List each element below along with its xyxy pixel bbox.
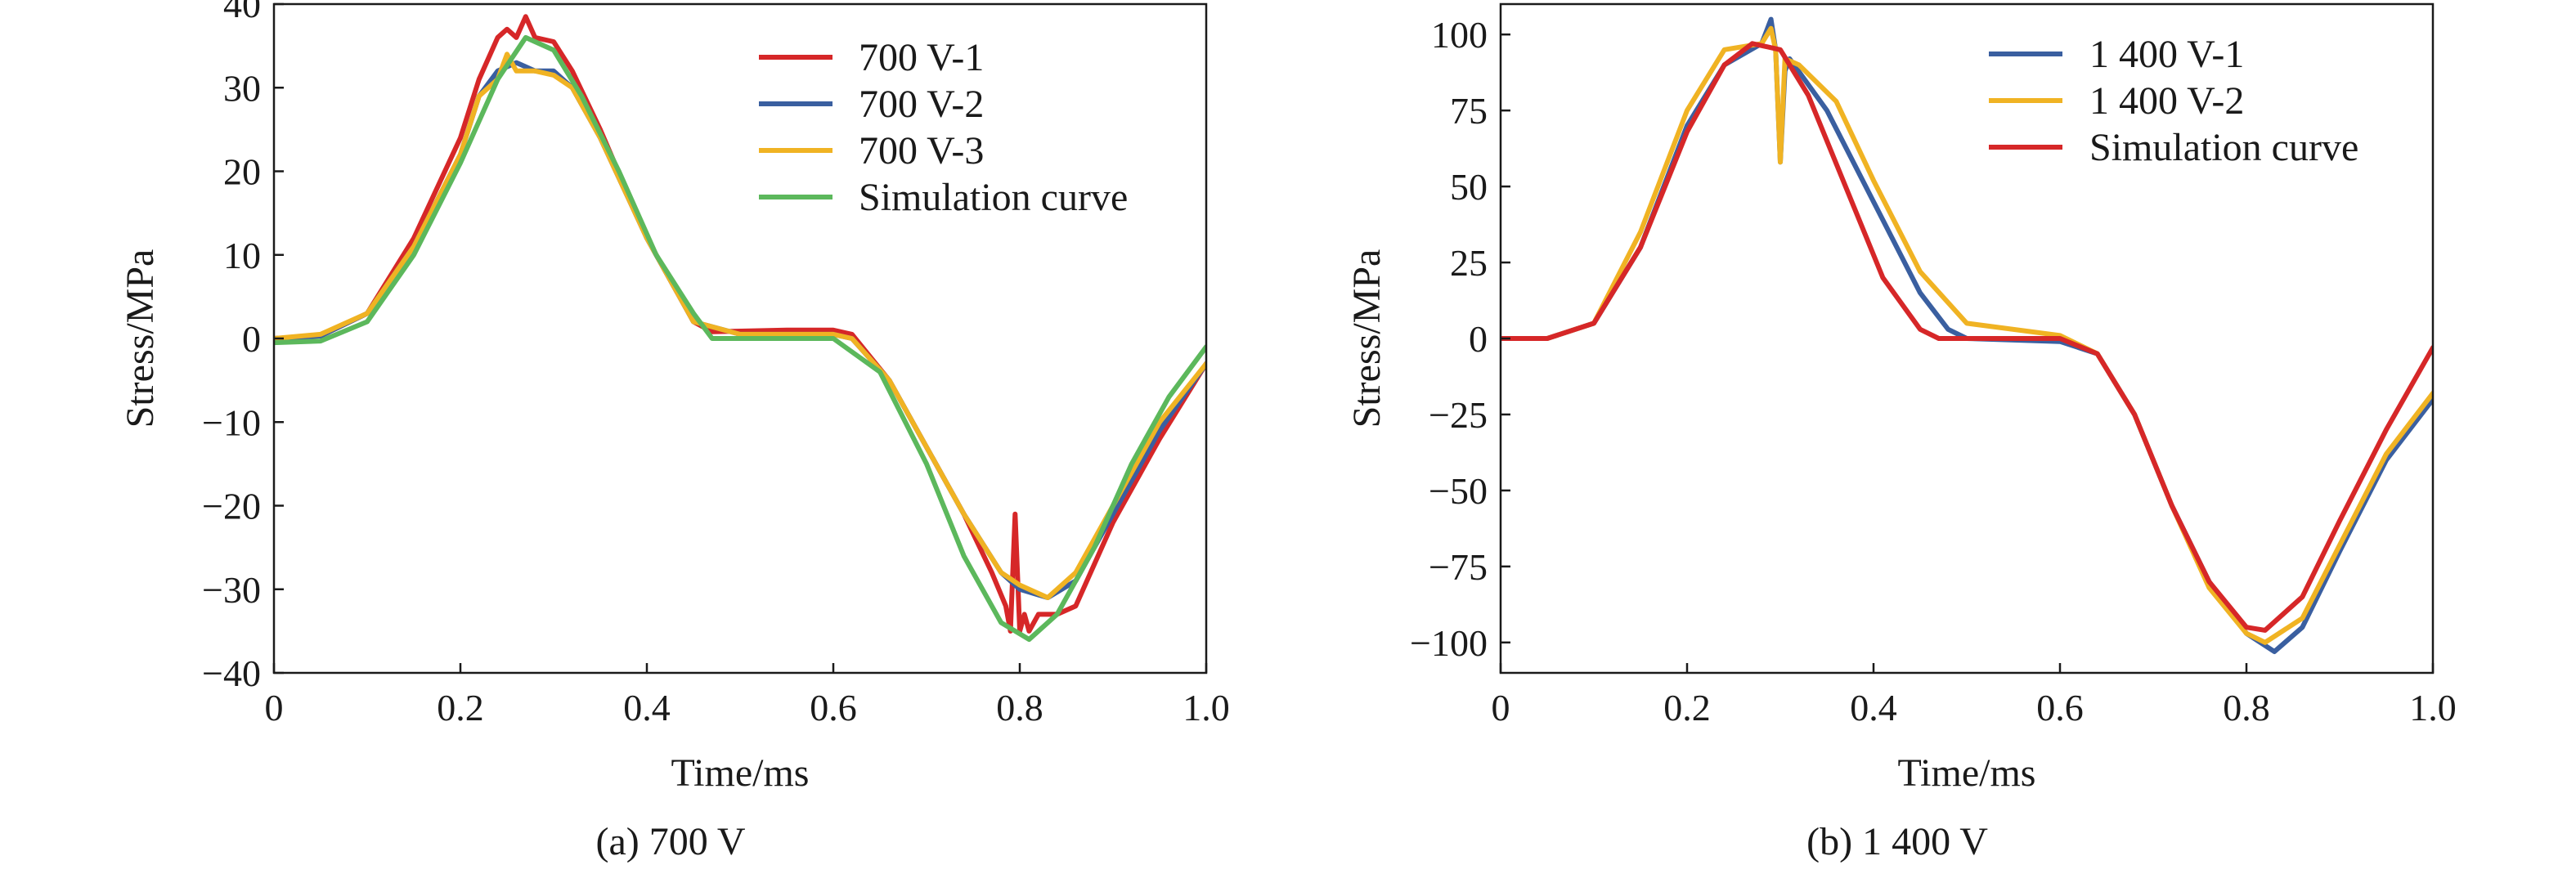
legend-label: 1 400 V-2 bbox=[2089, 79, 2244, 123]
plot-area bbox=[274, 14, 1206, 643]
series-line-1 bbox=[1501, 16, 2433, 654]
panel-caption: (b) 1 400 V bbox=[1806, 820, 1988, 863]
y-tick-label: −40 bbox=[202, 652, 261, 694]
y-tick-label: −100 bbox=[1410, 622, 1488, 664]
y-axis-label: Stress/MPa bbox=[1345, 249, 1389, 428]
series-line-2 bbox=[1501, 25, 2433, 645]
legend-label: 1 400 V-1 bbox=[2089, 33, 2244, 76]
y-tick-label: −25 bbox=[1429, 394, 1488, 436]
legend-label: Simulation curve bbox=[2089, 126, 2358, 169]
y-tick-label: −50 bbox=[1429, 470, 1488, 512]
series-line-1 bbox=[274, 14, 1206, 634]
y-tick-label: −75 bbox=[1429, 546, 1488, 588]
x-tick-label: 1.0 bbox=[2409, 687, 2457, 728]
y-tick-label: 100 bbox=[1431, 14, 1488, 56]
y-tick-label: 40 bbox=[223, 0, 261, 25]
y-tick-label: 30 bbox=[223, 67, 261, 109]
legend-label: 700 V-1 bbox=[859, 36, 984, 79]
y-tick-label: 50 bbox=[1450, 166, 1488, 208]
y-tick-label: 10 bbox=[223, 235, 261, 276]
y-tick-label: 0 bbox=[242, 318, 261, 360]
y-tick-label: −20 bbox=[202, 486, 261, 527]
x-tick-label: 0.4 bbox=[623, 687, 671, 728]
x-tick-label: 0.8 bbox=[996, 687, 1043, 728]
x-axis-label: Time/ms bbox=[1898, 751, 2036, 795]
x-axis-label: Time/ms bbox=[671, 751, 810, 795]
x-tick-label: 0.6 bbox=[2036, 687, 2084, 728]
y-tick-label: 20 bbox=[223, 151, 261, 193]
y-tick-label: 0 bbox=[1469, 318, 1488, 360]
y-tick-label: 25 bbox=[1450, 242, 1488, 284]
x-tick-label: 0.2 bbox=[437, 687, 484, 728]
x-tick-label: 0.4 bbox=[1850, 687, 1897, 728]
x-tick-label: 0.2 bbox=[1663, 687, 1711, 728]
x-tick-label: 0.6 bbox=[810, 687, 857, 728]
chart-panel-a: 0 0.2 0.4 0.6 0.8 1.0 40 30 20 10 0 −10 −20 −30 −40 Tim… bbox=[119, 0, 1230, 863]
legend-label: 700 V-3 bbox=[859, 129, 984, 173]
panel-caption: (a) 700 V bbox=[595, 820, 745, 863]
series-line-3 bbox=[274, 52, 1206, 600]
series-line-4 bbox=[274, 34, 1206, 643]
y-tick-label: −10 bbox=[202, 401, 261, 443]
series-line-3 bbox=[1501, 41, 2433, 633]
x-tick-label: 1.0 bbox=[1183, 687, 1230, 728]
x-tick-label: 0.8 bbox=[2223, 687, 2270, 728]
legend-label: 700 V-2 bbox=[859, 83, 984, 126]
x-tick-label: 0 bbox=[265, 687, 284, 728]
x-tick-label: 0 bbox=[1492, 687, 1510, 728]
plot-area bbox=[1501, 16, 2433, 654]
y-tick-label: 75 bbox=[1450, 90, 1488, 132]
y-tick-label: −30 bbox=[202, 569, 261, 611]
legend-label: Simulation curve bbox=[859, 176, 1128, 219]
y-axis-label: Stress/MPa bbox=[119, 249, 162, 428]
chart-panel-b: 0 0.2 0.4 0.6 0.8 1.0 100 75 50 25 0 −25 −50 −75 −100 T… bbox=[1345, 2, 2457, 863]
